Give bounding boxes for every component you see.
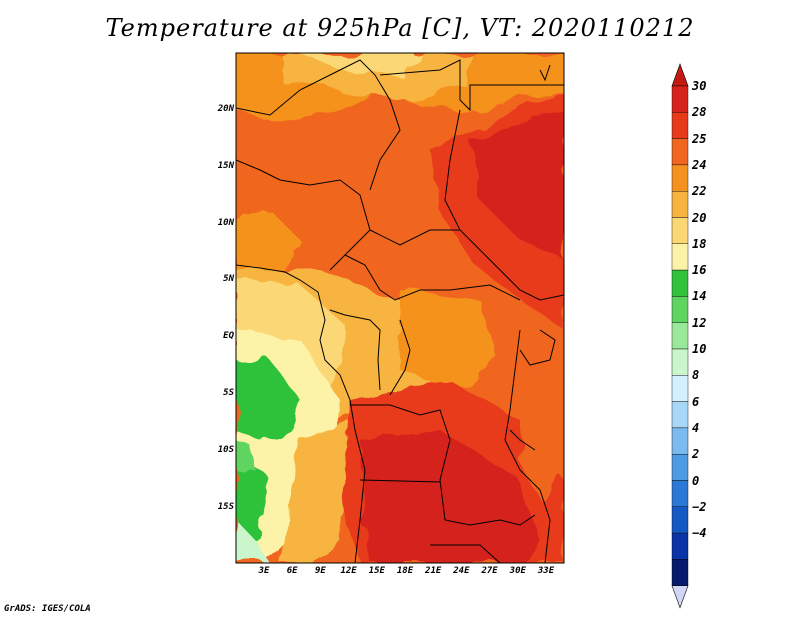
colorbar-label: 16 — [692, 263, 707, 278]
colorbar-label: 22 — [692, 184, 707, 199]
latitude-label: 5S — [223, 388, 234, 398]
colorbar-label: 28 — [692, 105, 707, 120]
colorbar-swatch — [671, 322, 689, 350]
latitude-label: 10S — [217, 444, 234, 455]
colorbar-label: 20 — [692, 210, 707, 225]
longitude-label: 18E — [396, 566, 414, 576]
longitude-label: 15E — [368, 566, 385, 576]
latitude-label: 15S — [217, 501, 234, 512]
colorbar-label: 0 — [692, 473, 700, 488]
colorbar-label: 12 — [692, 315, 707, 330]
country-borders — [236, 59, 564, 563]
colorbar — [671, 63, 689, 609]
latitude-label: 15N — [217, 160, 234, 171]
colorbar-label: 24 — [692, 157, 707, 172]
colorbar-swatch — [671, 243, 689, 271]
temperature-field — [236, 53, 564, 563]
colorbar-label: 6 — [692, 394, 700, 409]
map-title: Temperature at 925hPa [C], VT: 202011021… — [105, 14, 695, 42]
colorbar-swatch — [671, 454, 689, 481]
latitude-label: 20N — [217, 104, 234, 114]
colorbar-swatch — [671, 85, 689, 113]
longitude-label: 12E — [340, 566, 357, 576]
colorbar-swatch — [671, 401, 689, 429]
colorbar-swatch — [671, 559, 689, 586]
colorbar-label: 14 — [692, 289, 707, 304]
longitude-label: 3E — [258, 566, 270, 576]
colorbar-label: 30 — [692, 79, 707, 93]
colorbar-swatch — [671, 348, 689, 376]
colorbar-swatch — [671, 112, 689, 139]
colorbar-swatch — [671, 375, 689, 402]
colorbar-swatch — [671, 532, 689, 560]
credit-text: GrADS: IGES/COLA — [4, 604, 91, 614]
colorbar-label: 4 — [692, 420, 700, 435]
longitude-label: 27E — [481, 566, 498, 576]
colorbar-swatch — [671, 427, 689, 455]
colorbar-swatch — [671, 506, 689, 534]
colorbar-label: 10 — [692, 342, 707, 356]
colorbar-label: 25 — [692, 131, 707, 146]
colorbar-swatch — [671, 480, 689, 507]
longitude-label: 21E — [425, 566, 442, 576]
latitude-label: 10N — [217, 217, 234, 228]
colorbar-label: −4 — [692, 526, 707, 541]
colorbar-swatch — [671, 190, 689, 218]
colorbar-swatch — [671, 269, 689, 297]
colorbar-label: 2 — [692, 447, 700, 462]
colorbar-over-triangle — [671, 63, 689, 87]
latitude-label: 5N — [223, 274, 234, 285]
colorbar-label: 8 — [692, 368, 700, 383]
colorbar-swatch — [671, 217, 689, 244]
colorbar-swatch — [671, 296, 689, 323]
colorbar-label: −2 — [692, 499, 707, 514]
latitude-label: EQ — [223, 331, 234, 342]
colorbar-under-triangle — [671, 585, 689, 609]
longitude-label: 9E — [314, 566, 326, 576]
colorbar-swatch — [671, 138, 689, 166]
longitude-label: 6E — [286, 566, 298, 576]
colorbar-swatch — [671, 164, 689, 192]
map-frame — [235, 52, 565, 564]
longitude-label: 33E — [537, 566, 555, 576]
longitude-label: 24E — [453, 566, 470, 576]
colorbar-label: 18 — [692, 236, 707, 251]
longitude-label: 30E — [509, 566, 526, 576]
